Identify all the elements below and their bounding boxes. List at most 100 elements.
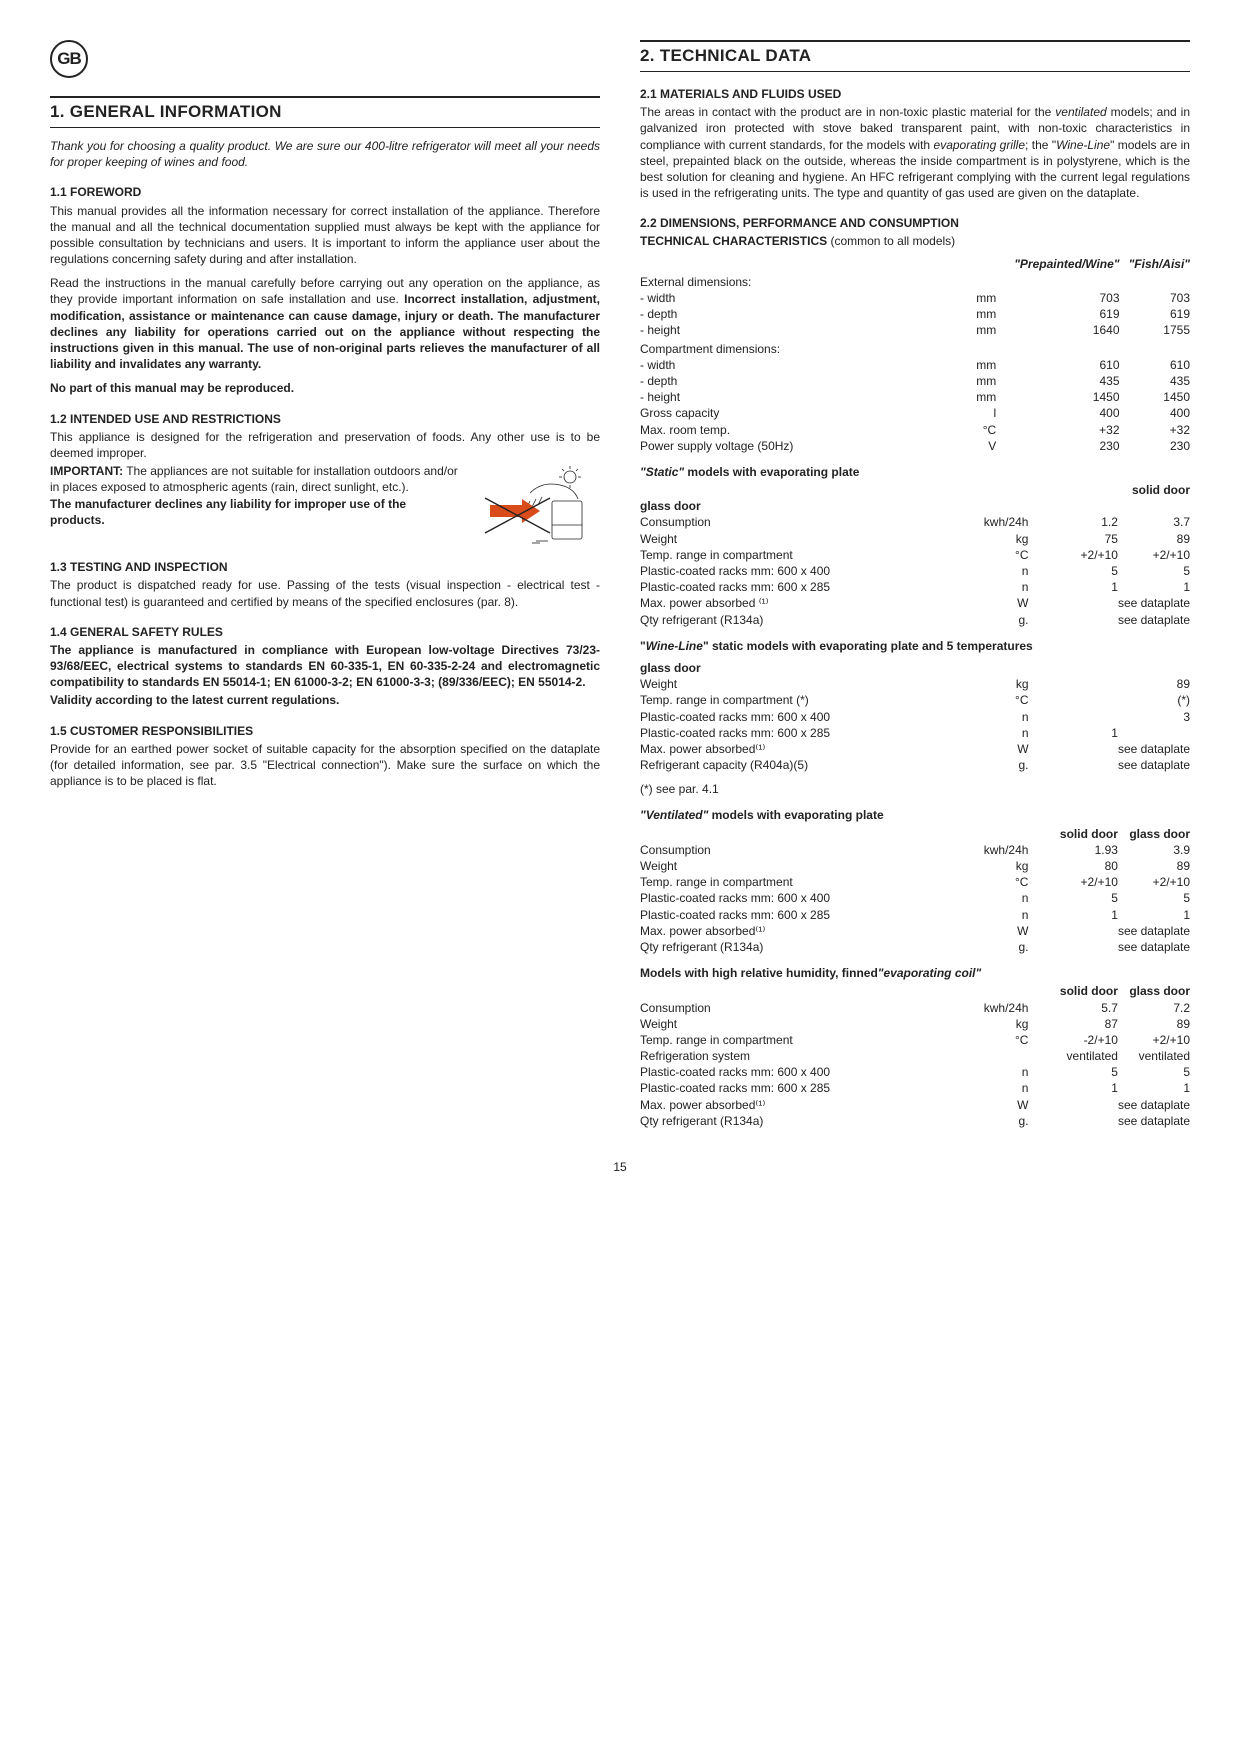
t4-r7-u: g.: [969, 939, 1046, 955]
t5-r6-v2: 1: [1118, 1080, 1190, 1096]
t1-r2-l: - depth: [640, 306, 941, 322]
t1-r4-u: mm: [941, 357, 1014, 373]
t5-r6-v1: 1: [1046, 1080, 1117, 1096]
t2-r6-l: Max. power absorbed ⁽¹⁾: [640, 595, 970, 611]
t1-r5-v1: 435: [1014, 373, 1119, 389]
t2-r1-l: Consumption: [640, 514, 970, 530]
t2-r7-l: Qty refrigerant (R134a): [640, 612, 970, 628]
t1-r7-v2: 400: [1120, 405, 1191, 421]
t4-r6-u: W: [969, 923, 1046, 939]
t1-r7-v1: 400: [1014, 405, 1119, 421]
t1-r2-v1: 619: [1014, 306, 1119, 322]
t4-head-a: "Ventilated": [640, 808, 708, 822]
t3-r5-u: W: [970, 741, 1047, 757]
t5-r3-l: Temp. range in compartment: [640, 1032, 969, 1048]
t4-heading: "Ventilated" models with evaporating pla…: [640, 807, 1190, 823]
t1-r9-v2: 230: [1120, 438, 1191, 454]
t2-heading: "Static" models with evaporating plate: [640, 464, 1190, 480]
t3-r2-l: Temp. range in compartment (*): [640, 692, 970, 708]
t3-r2-u: °C: [970, 692, 1047, 708]
t4-r2-l: Weight: [640, 858, 969, 874]
t3-r3-u: n: [970, 709, 1047, 725]
ventilated-table: solid door glass door Consumptionkwh/24h…: [640, 826, 1190, 956]
t2-r7-u: g.: [970, 612, 1047, 628]
t1-r6-l: - height: [640, 389, 941, 405]
t4-r5-v1: 1: [1046, 907, 1117, 923]
t5-r6-u: n: [969, 1080, 1046, 1096]
t5-r4-v2: ventilated: [1118, 1048, 1190, 1064]
t1-r6-v1: 1450: [1014, 389, 1119, 405]
t1-r4-v1: 610: [1014, 357, 1119, 373]
s22-sub-note: (common to all models): [827, 234, 955, 248]
t3-r1-v2: 89: [1118, 676, 1190, 692]
s21-f: Wine-Line: [1056, 138, 1110, 152]
t2-r6-v2: see dataplate: [1118, 595, 1190, 611]
t3-r5-v1: [1047, 741, 1118, 757]
t2-right-header: solid door: [640, 482, 1190, 498]
t2-head-b: models with evaporating plate: [684, 465, 859, 479]
s11-p3: No part of this manual may be reproduced…: [50, 380, 600, 396]
t3-r4-l: Plastic-coated racks mm: 600 x 285: [640, 725, 970, 741]
t1-r1-v1: 703: [1014, 290, 1119, 306]
tech-characteristics-table: "Prepainted/Wine" "Fish/Aisi" External d…: [640, 256, 1190, 454]
t4-r5-v2: 1: [1118, 907, 1190, 923]
t2-r5-v1: 1: [1046, 579, 1117, 595]
t5-r2-u: kg: [969, 1016, 1046, 1032]
t1-r1-l: - width: [640, 290, 941, 306]
s21-b: ventilated: [1055, 105, 1106, 119]
s12-important-label: IMPORTANT:: [50, 464, 123, 478]
t5-r3-v1: -2/+10: [1046, 1032, 1117, 1048]
t3-r3-l: Plastic-coated racks mm: 600 x 400: [640, 709, 970, 725]
right-column: 2. TECHNICAL DATA 2.1 MATERIALS AND FLUI…: [640, 40, 1190, 1129]
s21-e: ; the ": [1025, 138, 1056, 152]
t4-head-b: models with evaporating plate: [708, 808, 883, 822]
left-column: GB 1. GENERAL INFORMATION Thank you for …: [50, 40, 600, 1129]
t5-r7-u: W: [969, 1097, 1046, 1113]
t5-r1-v1: 5.7: [1046, 1000, 1117, 1016]
t2-r5-v2: 1: [1118, 579, 1190, 595]
s22-subtitle: TECHNICAL CHARACTERISTICS (common to all…: [640, 233, 1190, 249]
t2-r6-u: W: [970, 595, 1047, 611]
t1-r9-l: Power supply voltage (50Hz): [640, 438, 941, 454]
t5-r7-l: Max. power absorbed⁽¹⁾: [640, 1097, 969, 1113]
t1-r8-u: °C: [941, 422, 1014, 438]
t3-r5-l: Max. power absorbed⁽¹⁾: [640, 741, 970, 757]
static-table: Consumptionkwh/24h1.23.7 Weightkg7589 Te…: [640, 514, 1190, 627]
t5-r8-v2: see dataplate: [1118, 1113, 1190, 1129]
s15-p1: Provide for an earthed power socket of s…: [50, 741, 600, 790]
s12-important-block: IMPORTANT: The appliances are not suitab…: [50, 463, 600, 545]
t5-r1-u: kwh/24h: [969, 1000, 1046, 1016]
t1-r9-u: V: [941, 438, 1014, 454]
t2-r3-v2: +2/+10: [1118, 547, 1190, 563]
t1-h1: "Prepainted/Wine": [1014, 256, 1119, 272]
t1-r6-u: mm: [941, 389, 1014, 405]
s21-p1: The areas in contact with the product ar…: [640, 104, 1190, 201]
t2-r5-l: Plastic-coated racks mm: 600 x 285: [640, 579, 970, 595]
t2-r4-v2: 5: [1118, 563, 1190, 579]
t2-r4-u: n: [970, 563, 1047, 579]
t3-r6-v1: [1047, 757, 1118, 773]
t2-r6-v1: [1046, 595, 1117, 611]
t2-r7-v2: see dataplate: [1118, 612, 1190, 628]
t2-r2-v1: 75: [1046, 531, 1117, 547]
t4-r3-u: °C: [969, 874, 1046, 890]
t1-r3-v2: 1755: [1120, 322, 1191, 338]
page-number: 15: [50, 1159, 1190, 1175]
t5-r4-u: [969, 1048, 1046, 1064]
t1-r1-v2: 703: [1120, 290, 1191, 306]
t4-r7-v1: [1046, 939, 1117, 955]
t5-r5-v2: 5: [1118, 1064, 1190, 1080]
t4-r4-v2: 5: [1118, 890, 1190, 906]
s12-p1: This appliance is designed for the refri…: [50, 429, 600, 461]
s14-p2: Validity according to the latest current…: [50, 692, 600, 708]
t4-r2-u: kg: [969, 858, 1046, 874]
t5-heading: Models with high relative humidity, finn…: [640, 965, 1190, 981]
t4-r6-v1: [1046, 923, 1117, 939]
t1-r4-v2: 610: [1120, 357, 1191, 373]
t3-r6-l: Refrigerant capacity (R404a)(5): [640, 757, 970, 773]
t4-r2-v1: 80: [1046, 858, 1117, 874]
s21-a: The areas in contact with the product ar…: [640, 105, 1055, 119]
t2-r2-l: Weight: [640, 531, 970, 547]
t2-r2-v2: 89: [1118, 531, 1190, 547]
t5-r4-l: Refrigeration system: [640, 1048, 969, 1064]
